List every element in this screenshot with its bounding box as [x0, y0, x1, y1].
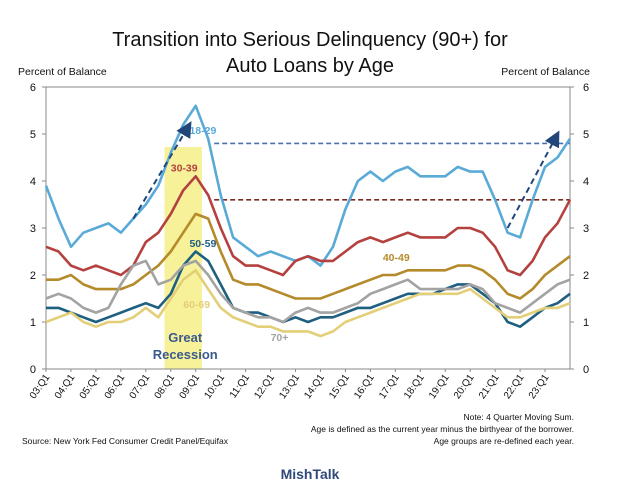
- recession-shading: [164, 147, 202, 369]
- x-tick-label: 13:Q1: [277, 372, 302, 401]
- x-tick-label: 23:Q1: [527, 372, 552, 401]
- x-tick-label: 12:Q1: [252, 372, 277, 401]
- y-tick-label-right: 3: [583, 223, 589, 235]
- y-tick-label-right: 5: [583, 129, 589, 141]
- x-tick-label: 21:Q1: [477, 372, 502, 401]
- y-tick-label-right: 2: [583, 270, 589, 282]
- brand-logo-text: MishTalk: [280, 466, 340, 482]
- note-age-groups: Age groups are re-defined each year.: [433, 436, 574, 446]
- y-tick-label-right: 0: [583, 364, 589, 376]
- recession-rise-arrow: [132, 121, 192, 220]
- y-tick-label-left: 2: [30, 270, 36, 282]
- note-moving-sum: Note: 4 Quarter Moving Sum.: [463, 412, 574, 422]
- x-tick-label: 16:Q1: [352, 372, 377, 401]
- x-tick-label: 09:Q1: [178, 372, 203, 401]
- y-tick-label-left: 0: [30, 364, 36, 376]
- x-tick-label: 03:Q1: [28, 372, 53, 401]
- x-tick-label: 22:Q1: [502, 372, 527, 401]
- series-label-30-39: 30-39: [171, 163, 198, 175]
- y-axis-label-right: Percent of Balance: [501, 66, 590, 78]
- x-tick-label: 04:Q1: [53, 372, 78, 401]
- x-tick-label: 11:Q1: [228, 372, 252, 400]
- x-tick-label: 07:Q1: [128, 372, 153, 401]
- source-note: Source: New York Fed Consumer Credit Pan…: [22, 436, 228, 446]
- y-tick-label-right: 6: [583, 82, 589, 94]
- chart-title-line-1: Transition into Serious Delinquency (90+…: [112, 29, 508, 51]
- x-tick-label: 17:Q1: [377, 372, 402, 401]
- series-label-40-49: 40-49: [383, 252, 410, 264]
- x-tick-label: 08:Q1: [153, 372, 178, 401]
- y-tick-label-left: 5: [30, 129, 36, 141]
- x-tick-label: 05:Q1: [78, 372, 103, 401]
- series-label-18-29: 18-29: [189, 125, 216, 137]
- series-line-70+: [45, 259, 571, 324]
- y-axis-label-left: Percent of Balance: [18, 66, 107, 78]
- y-tick-label-right: 1: [583, 317, 589, 329]
- series-line-60-69: [45, 268, 571, 338]
- x-tick-label: 10:Q1: [202, 372, 227, 401]
- y-tick-label-left: 6: [30, 82, 36, 94]
- recession-label-line-2: Recession: [153, 347, 218, 362]
- y-tick-label-left: 4: [30, 176, 36, 188]
- x-tick-label: 15:Q1: [327, 372, 352, 401]
- x-tick-label: 06:Q1: [103, 372, 128, 401]
- x-tick-label: 20:Q1: [452, 372, 477, 401]
- x-tick-label: 19:Q1: [427, 372, 452, 401]
- x-tick-label: 18:Q1: [402, 372, 427, 401]
- series-line-40-49: [46, 212, 571, 300]
- recent-rise-arrow: [506, 130, 560, 229]
- y-tick-label-left: 1: [30, 317, 36, 329]
- chart-title-line-2: Auto Loans by Age: [226, 55, 394, 77]
- y-tick-label-right: 4: [583, 176, 589, 188]
- recession-label-line-1: Great: [168, 330, 203, 345]
- series-line-50-59: [46, 250, 571, 329]
- note-age-definition: Age is defined as the current year minus…: [310, 424, 574, 434]
- y-tick-label-left: 3: [30, 223, 36, 235]
- x-tick-label: 14:Q1: [302, 372, 327, 401]
- series-label-70+: 70+: [271, 332, 289, 344]
- series-label-50-59: 50-59: [189, 238, 216, 250]
- series-label-60-69: 60-69: [183, 299, 210, 311]
